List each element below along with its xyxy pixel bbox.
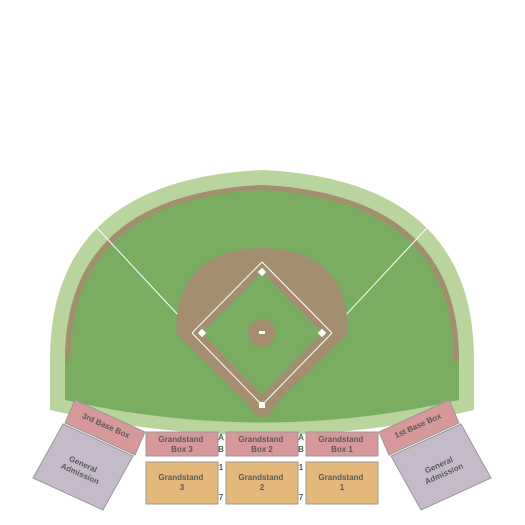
row-label-1-r: 1 [299,463,304,472]
row-label-a-2: A [298,433,304,442]
section-grandstand-box-3[interactable]: Grandstand Box 3 [146,432,218,456]
row-label-7-r: 7 [299,493,304,502]
row-label-b: B [218,445,224,454]
section-grandstand-box-2[interactable]: Grandstand Box 2 [226,432,298,456]
section-grandstand-box-1[interactable]: Grandstand Box 1 [306,432,378,456]
row-label-1-l: 1 [219,463,224,472]
row-label-b-2: B [298,445,304,454]
section-grandstand-3[interactable]: Grandstand 3 [146,462,218,504]
pitchers-rubber [259,331,265,334]
seating-chart: 3rd Base Box 1st Base Box General Admiss… [0,0,525,525]
section-grandstand-2[interactable]: Grandstand 2 [226,462,298,504]
section-grandstand-1[interactable]: Grandstand 1 [306,462,378,504]
row-label-7-l: 7 [219,493,224,502]
row-label-a: A [218,433,224,442]
